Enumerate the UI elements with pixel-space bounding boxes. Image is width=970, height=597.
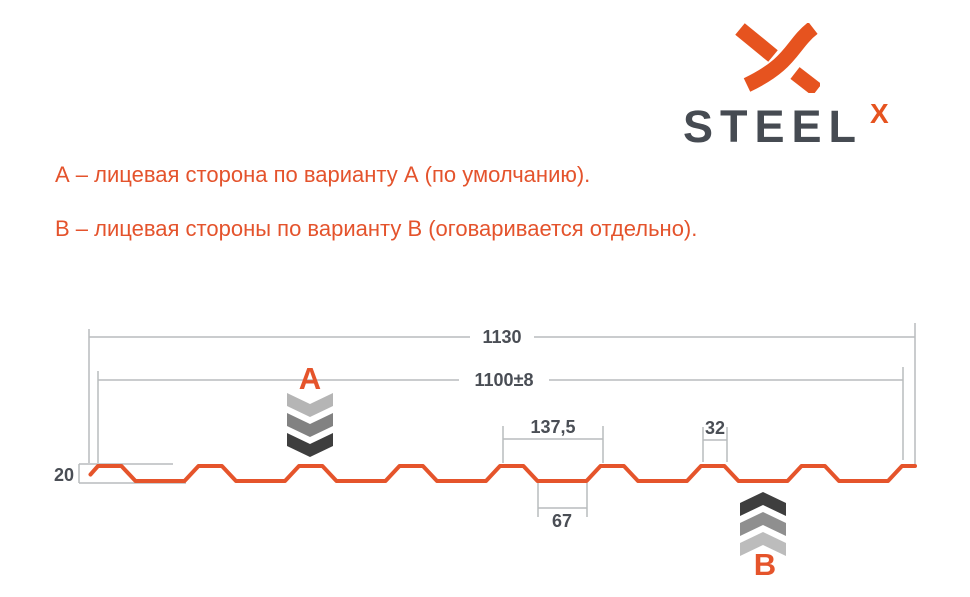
- steelx-x-icon: [735, 23, 820, 93]
- steelx-logo: STEEL X: [650, 0, 950, 160]
- marker-a-label: A: [299, 361, 321, 396]
- logo-wordmark: STEEL: [683, 101, 864, 152]
- dim-rib-top-label: 32: [705, 418, 725, 438]
- dim-rib-pitch-label: 137,5: [530, 417, 575, 437]
- note-variant-b: В – лицевая стороны по варианту В (огова…: [55, 216, 698, 241]
- dim-cover-width: 1100±8: [97, 367, 904, 463]
- chevrons-up-icon: [740, 492, 786, 556]
- marker-side-a: A: [287, 361, 333, 457]
- note-variant-a: А – лицевая сторона по варианту А (по ум…: [55, 162, 591, 187]
- logo-arm-bottom-right: [790, 67, 820, 93]
- marker-b-label: B: [754, 547, 776, 582]
- dim-cover-width-label: 1100±8: [475, 370, 534, 390]
- logo-x-mark: X: [870, 98, 889, 129]
- dim-rib-pitch: 137,5: [502, 417, 604, 463]
- logo-s-ribbon: [743, 23, 818, 92]
- logo-arm-top-left: [735, 23, 778, 62]
- dim-valley-label: 67: [552, 511, 572, 531]
- dim-total-width-label: 1130: [482, 327, 521, 347]
- dim-rib-top: 32: [702, 418, 728, 462]
- dim-total-width: 1130: [88, 323, 916, 464]
- chevrons-down-icon: [287, 393, 333, 457]
- marker-side-b: B: [740, 492, 786, 582]
- sheet-profile-line: [88, 464, 917, 483]
- dim-height-label: 20: [54, 465, 74, 485]
- dim-valley: 67: [537, 483, 588, 531]
